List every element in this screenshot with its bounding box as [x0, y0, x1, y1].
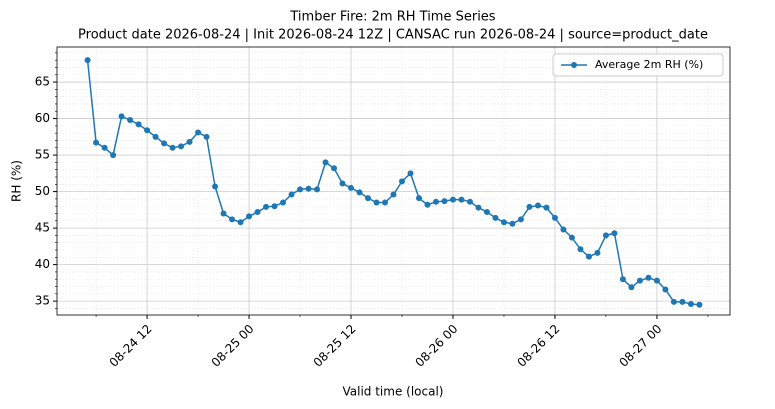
- data-point: [517, 216, 524, 223]
- data-point: [195, 129, 202, 136]
- legend-label: Average 2m RH (%): [595, 58, 703, 71]
- data-point: [220, 210, 227, 217]
- data-point: [594, 249, 601, 256]
- data-point: [619, 276, 626, 283]
- x-tick-label: 08-25 12: [311, 322, 359, 370]
- x-tick-label: 08-25 00: [209, 322, 257, 370]
- chart-title: Timber Fire: 2m RH Time Series: [289, 10, 495, 25]
- data-point: [356, 189, 363, 196]
- data-point: [127, 117, 134, 124]
- y-axis-label: RH (%): [10, 160, 24, 202]
- data-point: [288, 191, 295, 198]
- data-point: [577, 246, 584, 253]
- data-point: [93, 139, 100, 146]
- data-point: [543, 204, 550, 211]
- data-point: [585, 253, 592, 260]
- data-point: [653, 277, 660, 284]
- data-point: [560, 226, 567, 233]
- data-point: [152, 133, 159, 140]
- data-point: [602, 232, 609, 239]
- y-tick-label: 45: [35, 221, 50, 235]
- data-point: [492, 214, 499, 221]
- data-point: [432, 198, 439, 205]
- y-tick-label: 55: [35, 148, 50, 162]
- data-point: [305, 185, 312, 192]
- data-point: [237, 219, 244, 226]
- data-point: [390, 191, 397, 198]
- data-point: [314, 186, 321, 193]
- data-point: [186, 138, 193, 145]
- x-tick-label: 08-24 12: [107, 322, 155, 370]
- y-tick-label: 50: [35, 184, 50, 198]
- plot-frame: [56, 46, 731, 316]
- chart-subtitle: Product date 2026-08-24 | Init 2026-08-2…: [78, 28, 708, 43]
- data-point: [611, 230, 618, 237]
- data-point: [696, 301, 703, 308]
- data-point: [135, 121, 142, 128]
- data-point: [169, 144, 176, 151]
- data-point: [229, 216, 236, 223]
- x-tick-label: 08-26 12: [514, 322, 562, 370]
- data-point: [407, 170, 414, 177]
- legend-box: [552, 53, 724, 77]
- data-point: [475, 204, 482, 211]
- x-tick-label: 08-27 00: [616, 322, 664, 370]
- data-point: [246, 213, 253, 220]
- data-point: [297, 186, 304, 193]
- data-point: [178, 143, 185, 150]
- data-point: [670, 298, 677, 305]
- data-point: [424, 201, 431, 208]
- data-point: [331, 165, 338, 172]
- data-point: [415, 195, 422, 202]
- data-point: [645, 274, 652, 281]
- x-axis-label: Valid time (local): [343, 385, 444, 399]
- data-point: [398, 178, 405, 185]
- data-point: [458, 196, 465, 203]
- data-point: [254, 209, 261, 216]
- y-tick-label: 40: [35, 257, 50, 271]
- data-point: [628, 284, 635, 291]
- legend-marker: [571, 62, 577, 68]
- data-point: [322, 159, 329, 166]
- data-point: [144, 127, 151, 134]
- data-point: [441, 198, 448, 205]
- data-point: [101, 144, 108, 151]
- y-tick-label: 65: [35, 75, 50, 89]
- y-tick-label: 35: [35, 294, 50, 308]
- data-point: [526, 203, 533, 210]
- data-point: [534, 202, 541, 209]
- data-point: [271, 203, 278, 210]
- legend: Average 2m RH (%): [552, 53, 724, 77]
- data-point: [662, 286, 669, 293]
- data-point: [263, 203, 270, 210]
- data-point: [161, 140, 168, 147]
- data-point: [509, 220, 516, 227]
- x-tick-label: 08-26 00: [413, 322, 461, 370]
- data-point: [687, 301, 694, 308]
- data-point: [203, 133, 210, 140]
- data-point: [84, 57, 91, 64]
- data-point: [348, 184, 355, 191]
- data-point: [679, 298, 686, 305]
- data-point: [365, 195, 372, 202]
- data-point: [339, 180, 346, 187]
- data-point: [110, 152, 117, 159]
- data-point: [382, 199, 389, 206]
- data-point: [568, 234, 575, 241]
- data-point: [551, 214, 558, 221]
- data-point: [118, 113, 125, 120]
- data-point: [636, 277, 643, 284]
- data-point: [373, 199, 380, 206]
- data-point: [280, 199, 287, 206]
- data-point: [449, 196, 456, 203]
- data-point: [483, 209, 490, 216]
- data-point: [500, 219, 507, 226]
- y-tick-label: 60: [35, 111, 50, 125]
- data-point: [466, 198, 473, 205]
- data-point: [212, 183, 219, 190]
